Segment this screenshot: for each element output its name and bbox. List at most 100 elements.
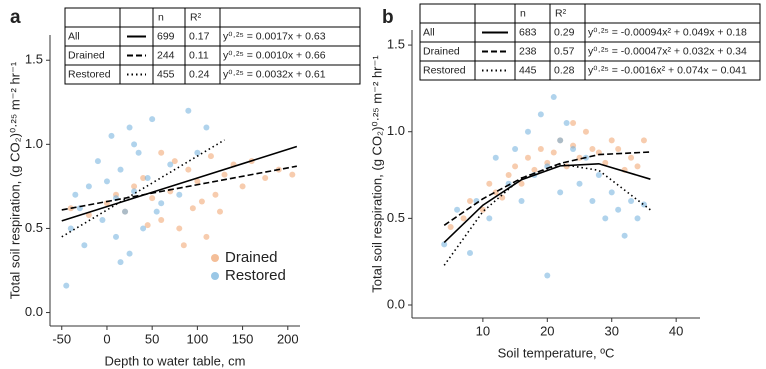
point	[180, 242, 187, 249]
point	[108, 132, 115, 139]
point	[185, 166, 192, 173]
point	[460, 215, 467, 222]
x-tick-label: 20	[540, 323, 554, 338]
y-axis-label: Total soil respiration, (g CO₂)⁰·²⁵ m⁻² …	[7, 61, 22, 299]
point	[158, 200, 165, 207]
point	[628, 154, 635, 161]
point	[149, 195, 156, 202]
point	[441, 241, 448, 248]
point	[144, 174, 151, 181]
fit-line	[443, 162, 651, 244]
table-n: 445	[519, 64, 537, 76]
x-tick-label: -50	[52, 331, 71, 346]
legend-dot	[211, 272, 219, 280]
panel-label: a	[10, 7, 21, 28]
x-tick-label: 50	[145, 331, 159, 346]
point	[63, 282, 70, 289]
table-row-label: Drained	[423, 45, 460, 57]
point	[85, 183, 92, 190]
point	[615, 146, 622, 153]
x-tick-label: 30	[604, 323, 618, 338]
fit-table: n R² All 699 0.17 y⁰·²⁵ = 0.0017x + 0.63 Drain…	[64, 7, 361, 85]
point	[466, 250, 473, 257]
table-equation: y⁰·²⁵ = -0.0016x² + 0.074x − 0.041	[588, 64, 747, 76]
point	[582, 128, 589, 135]
table-header: n	[520, 7, 526, 19]
x-tick-label: 100	[187, 331, 209, 346]
point	[518, 180, 525, 187]
point	[131, 188, 138, 195]
fit-table: n R² All 683 0.29 y⁰·²⁵ = -0.00094x² + 0.049x…	[419, 3, 761, 81]
table-r2: 0.57	[554, 45, 575, 57]
table-row-label: Drained	[68, 49, 105, 61]
point	[239, 183, 246, 190]
point	[122, 208, 129, 215]
point	[67, 225, 74, 232]
point	[524, 128, 531, 135]
y-tick-label: 1.0	[387, 123, 405, 138]
point	[203, 124, 210, 131]
y-tick-label: 0.5	[387, 210, 405, 225]
point	[537, 111, 544, 118]
fit-line	[443, 163, 651, 266]
point	[167, 161, 174, 168]
point	[262, 174, 269, 181]
y-tick-label: 0.0	[387, 296, 405, 311]
x-axis-label: Depth to water table, cm	[105, 353, 246, 368]
point	[557, 189, 564, 196]
point	[615, 206, 622, 213]
point	[289, 171, 296, 178]
point	[602, 215, 609, 222]
y-tick-label: 0.5	[25, 220, 43, 235]
table-header: R²	[555, 7, 567, 19]
point	[602, 159, 609, 166]
point	[608, 137, 615, 144]
point	[117, 259, 124, 266]
legend-label: Restored	[225, 267, 286, 284]
point	[589, 146, 596, 153]
y-tick-label: 1.0	[25, 136, 43, 151]
point	[557, 137, 564, 144]
point	[563, 120, 570, 127]
point	[81, 242, 88, 249]
x-tick-label: 0	[103, 331, 110, 346]
point	[505, 172, 512, 179]
point	[608, 189, 615, 196]
point	[454, 206, 461, 213]
point	[221, 171, 228, 178]
table-equation: y⁰·²⁵ = -0.00047x² + 0.032x + 0.34	[588, 45, 747, 57]
point	[589, 198, 596, 205]
point	[189, 205, 196, 212]
point	[550, 94, 557, 101]
point	[176, 225, 183, 232]
table-r2: 0.17	[189, 30, 210, 42]
table-equation: y⁰·²⁵ = 0.0010x + 0.66	[223, 49, 326, 61]
point	[576, 180, 583, 187]
point	[140, 225, 147, 232]
point	[158, 217, 165, 224]
point	[512, 146, 519, 153]
point	[117, 166, 124, 173]
point	[621, 232, 628, 239]
point	[524, 154, 531, 161]
table-r2: 0.28	[554, 64, 575, 76]
point	[149, 116, 156, 123]
point	[595, 172, 602, 179]
fit-line	[61, 165, 297, 211]
point	[634, 163, 641, 170]
point	[570, 146, 577, 153]
table-r2: 0.29	[554, 26, 575, 38]
point	[570, 120, 577, 127]
point	[550, 149, 557, 156]
table-row-label: Restored	[423, 64, 466, 76]
x-tick-label: 10	[476, 323, 490, 338]
table-header: n	[158, 11, 164, 23]
point	[99, 217, 106, 224]
y-tick-label: 1.5	[25, 52, 43, 67]
point	[207, 153, 214, 160]
point	[94, 158, 101, 165]
x-tick-label: 40	[669, 323, 683, 338]
table-n: 683	[519, 26, 537, 38]
table-header: R²	[190, 11, 202, 23]
legend-label: Drained	[225, 249, 278, 266]
